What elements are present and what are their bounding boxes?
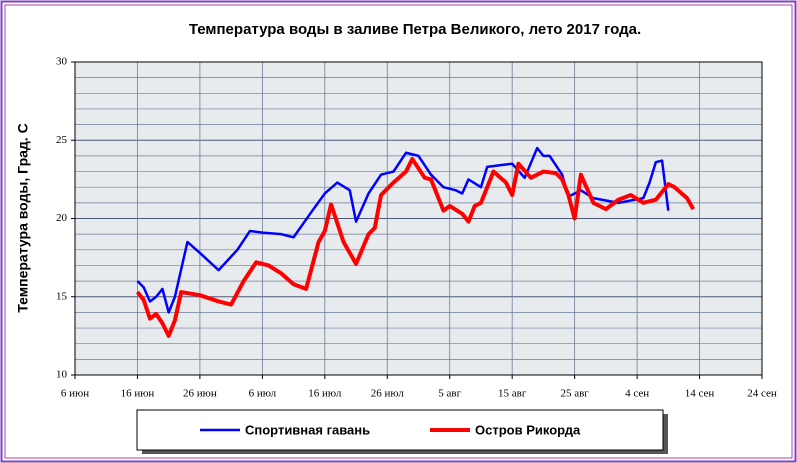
y-tick-label: 20 (56, 212, 68, 224)
x-tick-label: 6 июн (61, 388, 89, 400)
y-tick-label: 10 (56, 369, 68, 381)
chart-title: Температура воды в заливе Петра Великого… (189, 21, 641, 38)
x-tick-label: 6 июл (249, 388, 277, 400)
x-tick-label: 16 июл (308, 388, 342, 400)
x-tick-label: 15 авг (498, 388, 527, 400)
y-axis-label: Температура воды, Град. С (15, 123, 31, 312)
series-line (135, 157, 696, 338)
x-tick-label: 16 июн (121, 388, 155, 400)
x-tick-label: 5 авг (438, 388, 461, 400)
x-tick-label: 14 сен (685, 388, 715, 400)
legend-label: Остров Рикорда (475, 422, 581, 437)
plot-border (74, 61, 763, 376)
y-tick-label: 25 (56, 134, 68, 146)
x-tick-label: 24 сен (747, 388, 777, 400)
legend-label: Спортивная гавань (245, 422, 370, 437)
x-tick-label: 26 июн (183, 388, 217, 400)
inner-frame (4, 4, 793, 459)
x-tick-label: 25 авг (560, 388, 589, 400)
y-tick-label: 15 (56, 290, 68, 302)
y-tick-label: 30 (56, 56, 68, 68)
x-tick-label: 4 сен (625, 388, 649, 400)
x-tick-label: 26 июл (371, 388, 405, 400)
